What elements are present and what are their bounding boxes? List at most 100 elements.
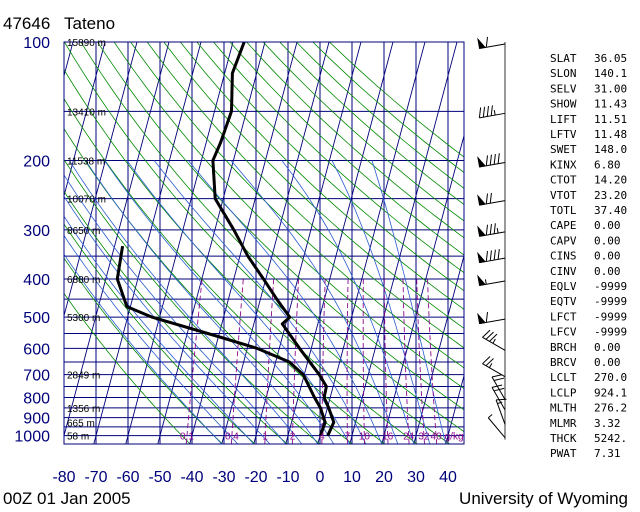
wind-barb-pennant [477,194,486,206]
wind-barb-staff [482,336,506,351]
isotherm-line [64,42,106,198]
index-value: 3.32 [594,417,621,430]
dry-adiabat-line [64,158,321,444]
mixing-ratio-label: 4 [319,432,325,443]
mixing-ratio-label: 0.1 [180,432,194,443]
dry-adiabat-line [296,42,464,189]
index-key: LCLP [550,386,577,399]
index-key: LIFT [550,113,577,126]
mixing-ratio-line [362,279,365,444]
moist-adiabat-line [371,160,447,444]
pressure-tick-label: 800 [23,391,50,408]
wind-barb-halfflag [484,279,487,285]
temperature-profile-line [211,42,336,437]
dry-adiabat-line [163,42,464,329]
mixing-ratio-label: 1 [262,432,268,443]
index-key: BRCV [550,356,577,369]
isotherm-line [349,42,458,444]
wind-barb-flag [485,193,489,205]
wind-barb-flag [489,154,492,166]
wind-barb-flag [491,384,503,388]
mixing-ratio-line [383,279,389,444]
mixing-ratio-label: 0.4 [225,432,239,443]
index-key: LCLT [550,371,577,384]
wind-barb-flag [490,105,493,116]
wind-barb-pennant [477,251,486,264]
wind-barb-pennant [477,225,486,237]
mixing-ratio-line [291,278,299,444]
dry-adiabat-line [64,223,256,444]
index-key: EQLV [550,280,577,293]
height-label: 8650 m [67,226,100,237]
index-value: 270.0 [594,371,627,384]
index-value: -9999 [594,326,627,339]
isotherm-line [317,42,426,444]
mixing-ratio-line [185,278,203,444]
index-value: 23.20 [594,189,627,202]
index-key: LFCV [550,326,577,339]
temperature-tick-label: 20 [375,469,393,486]
wind-barb-flag [485,358,494,367]
dry-adiabat-line [64,68,418,444]
pressure-tick-label: 900 [23,411,50,428]
mixing-ratio-line [427,278,438,444]
wind-barb-flag [493,153,496,165]
pressure-tick-label: 700 [23,368,50,385]
index-key: SLON [550,67,577,80]
index-value: -9999 [594,295,627,308]
index-value: 0.00 [594,265,621,278]
dry-adiabat-line [64,98,385,444]
index-key: CINV [550,265,577,278]
dewpoint-profile-line [115,245,327,437]
indices-panel: SLAT 36.05 SLON 140.1 SELV 31.00 SHOW 11.43 LIFT… [550,52,627,460]
moist-adiabat-line [64,195,271,444]
index-key: CTOT [550,174,577,187]
dry-adiabat-line [213,42,464,274]
index-value: 0.00 [594,219,621,232]
height-label: 58 m [67,432,89,443]
plot-frame [63,41,465,445]
moist-adiabat-line [331,160,431,444]
height-label: 15890 m [67,38,106,49]
isotherm-line [64,42,138,318]
wind-barb-flag [478,107,482,118]
wind-barbs [477,36,507,440]
temperature-tick-label: -20 [244,469,267,486]
height-label: 5300 m [67,313,100,324]
moist-adiabat-line [281,160,415,444]
dry-adiabat-line [246,42,464,239]
temperature-axis: -80 -70 -60 -50 -40 -30 -20 -10 0 10 20 30 40 [52,469,457,486]
height-label: 11538 m [67,157,105,168]
index-key: EQTV [550,295,577,308]
wind-barb-flag [482,356,491,365]
temperature-tick-label: 10 [343,469,361,486]
pressure-tick-label: 200 [23,154,50,171]
mixing-ratio-line [321,278,326,444]
mixing-ratio-label: 24 [403,432,415,443]
isotherm-line [381,133,464,444]
index-key: VTOT [550,189,577,202]
wind-barb-flag [493,387,505,392]
index-value: 0.00 [594,341,621,354]
wind-barb-halfflag [487,414,493,419]
height-label: 6880 m [67,275,100,286]
wind-barb-flag [493,223,496,234]
height-label: 13410 m [67,107,106,118]
wind-barb-flag [497,153,500,164]
height-label: 665 m [67,418,95,429]
wind-barb-flag [485,224,489,236]
wind-barb-pennant [477,37,486,49]
temperature-tick-label: -60 [116,469,139,486]
wind-barb-flag [489,250,492,261]
dry-adiabat-line [312,42,464,174]
isotherm-line [64,42,170,438]
dry-adiabat-line [97,42,464,411]
height-label: 1356 m [67,404,100,415]
index-key: KINX [550,158,577,171]
isotherm-line [157,42,266,444]
mixing-ratio-line [230,278,244,444]
wind-barb-flag [482,106,486,118]
mixing-ratio-label: 2 [290,432,296,443]
moist-adiabat-line [126,160,351,444]
